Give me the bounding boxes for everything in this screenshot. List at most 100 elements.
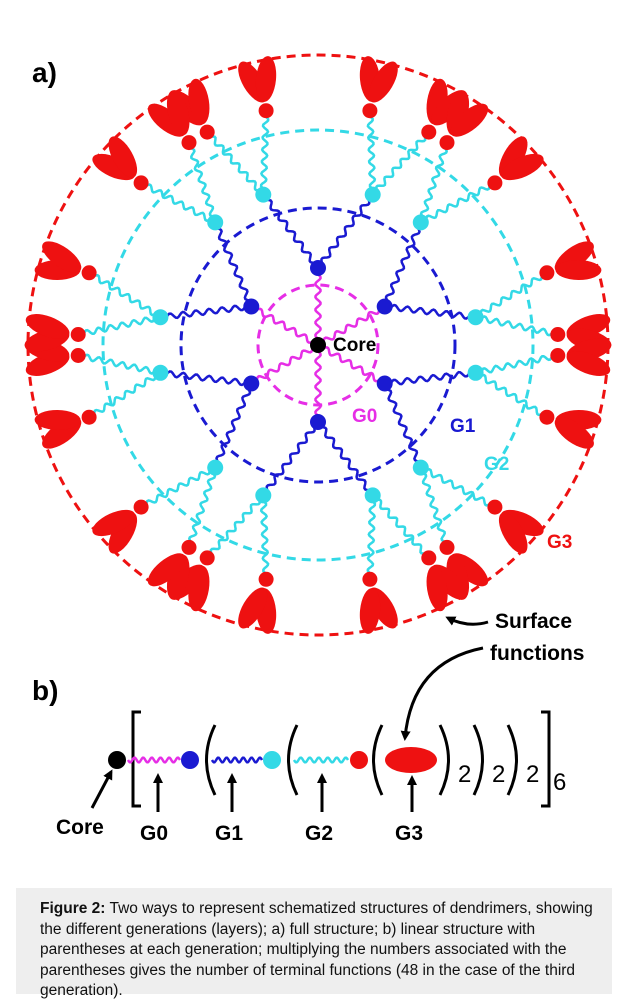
g2-label: G2	[484, 454, 509, 475]
caption-box	[16, 888, 612, 994]
g3-node	[362, 103, 378, 119]
g1-link	[263, 420, 319, 497]
g3-node	[133, 499, 149, 515]
surface-function-lobe	[500, 153, 544, 181]
core-node	[310, 337, 326, 353]
surface-function-lobe	[498, 512, 528, 554]
caption-text: Two ways to represent schematized struct…	[40, 900, 593, 999]
g3-node	[258, 571, 274, 587]
surface-function-lobe	[108, 136, 138, 178]
g2-node	[255, 186, 272, 203]
g2-node	[364, 487, 381, 504]
g3-node	[539, 265, 555, 281]
dendrimer-diagram: a) Core G0 G1 G2 G3 Surface functions b)…	[24, 53, 612, 845]
g1-node	[243, 375, 260, 392]
surface-function-lobe	[359, 588, 381, 634]
linear-g1-node	[181, 751, 199, 769]
linear-g0-label: G0	[140, 822, 168, 845]
g1-link	[384, 221, 422, 308]
g2-link	[259, 109, 270, 196]
surface-function-lobe	[450, 103, 489, 137]
g1-link	[261, 194, 320, 269]
g2-link	[420, 180, 496, 225]
g2-link	[474, 315, 559, 337]
g2-link	[417, 466, 450, 549]
g2-node	[412, 459, 429, 476]
linear-g3-node	[350, 751, 368, 769]
g1-node	[310, 414, 326, 430]
g0-link	[314, 267, 322, 346]
surface-function-lobe	[25, 314, 70, 339]
g3-node	[421, 550, 437, 566]
linear-structure-diagram: 2 2 2 6	[108, 710, 566, 808]
linear-g2-open-paren	[287, 724, 299, 796]
g1-link	[212, 221, 254, 308]
g2-link	[187, 466, 217, 549]
g3-node	[487, 175, 503, 191]
g1-link	[383, 303, 477, 320]
linear-g2-node	[263, 751, 281, 769]
g3-node	[133, 175, 149, 191]
surface-functions	[24, 56, 612, 634]
surface-functions-label-line1: Surface	[495, 610, 572, 633]
g2-link	[140, 465, 216, 510]
g1-node	[243, 298, 260, 315]
g0-link	[316, 344, 386, 384]
surface-function-lobe	[426, 565, 448, 612]
g2-link	[205, 131, 265, 195]
g1-node	[376, 375, 393, 392]
linear-subscript-1: 2	[458, 761, 471, 788]
surface-arrow-to-linear	[400, 646, 484, 741]
g3-node	[199, 124, 215, 140]
linear-close-bracket	[541, 710, 551, 808]
g3-node	[199, 550, 215, 566]
g0-label: G0	[352, 406, 377, 427]
g2-link	[474, 352, 559, 377]
g2-link	[259, 494, 270, 581]
surface-function-lobe	[188, 78, 210, 125]
wavy-links	[77, 109, 559, 581]
g3-node	[421, 124, 437, 140]
surface-function-lobe	[555, 259, 602, 281]
g1-boundary-circle	[179, 206, 457, 484]
linear-g3-close-paren	[438, 724, 450, 796]
g1-label: G1	[450, 416, 476, 437]
g2-node	[467, 309, 484, 326]
g0-link	[314, 344, 322, 423]
g3-label: G3	[547, 532, 572, 553]
linear-surface-function	[385, 747, 437, 773]
g3-node	[181, 135, 197, 151]
g1-node	[310, 260, 326, 276]
g1-link	[159, 370, 253, 387]
g1-link	[317, 193, 373, 270]
full-structure-diagram	[24, 53, 612, 637]
linear-g1-label: G1	[215, 822, 243, 845]
linear-subscript-2: 2	[492, 761, 505, 788]
linear-subscript-4: 6	[553, 769, 566, 796]
surface-function-lobe	[166, 90, 190, 136]
surface-function-lobe	[554, 417, 594, 449]
g2-link	[371, 495, 431, 559]
g3-node	[70, 327, 86, 342]
g2-link	[366, 109, 377, 196]
linear-subscript-3: 2	[526, 761, 539, 788]
linear-g1-link	[210, 756, 264, 764]
g2-link	[366, 494, 377, 581]
g3-node	[258, 103, 274, 119]
g2-node	[412, 214, 429, 231]
g2-node	[152, 309, 169, 326]
branch-nodes	[70, 103, 566, 587]
g2-link	[87, 272, 162, 318]
surface-function-lobe	[34, 409, 81, 431]
surface-function-lobe	[92, 509, 136, 537]
g3-node	[70, 348, 86, 363]
linear-g1-open-paren	[205, 724, 217, 796]
g2-node	[364, 186, 381, 203]
linear-g0-link	[126, 756, 182, 764]
linear-g1-close-paren	[506, 724, 518, 796]
g2-node	[152, 364, 169, 381]
linear-core-label: Core	[56, 816, 104, 839]
g2-link	[419, 141, 449, 224]
g1-link	[382, 382, 424, 469]
